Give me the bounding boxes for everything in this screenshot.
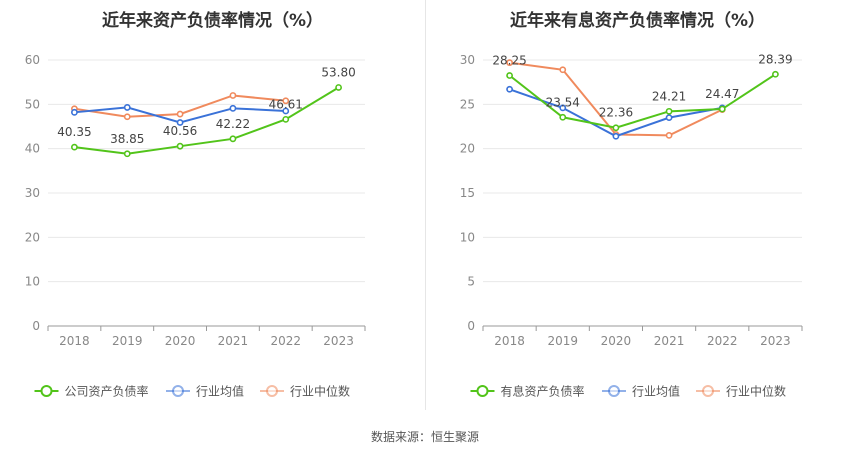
data-point: [176, 142, 184, 150]
legend-label: 行业中位数: [726, 384, 786, 399]
legend-label: 行业均值: [196, 384, 244, 399]
y-tick-label: 30: [460, 53, 475, 67]
data-label: 28.39: [758, 52, 792, 66]
data-point: [612, 132, 620, 140]
data-point: [71, 143, 78, 151]
y-tick-label: 20: [460, 142, 475, 156]
chart-title: 近年来有息资产负债率情况（%）: [509, 11, 766, 31]
data-point: [229, 104, 237, 112]
y-tick-label: 60: [25, 53, 40, 67]
data-point: [718, 105, 726, 113]
data-point: [665, 107, 673, 115]
legend-marker: [266, 385, 278, 397]
y-tick-label: 0: [467, 319, 475, 333]
y-tick-label: 20: [25, 230, 40, 244]
data-point: [71, 108, 78, 116]
data-point: [772, 70, 779, 78]
data-label: 28.25: [492, 54, 526, 68]
y-tick-label: 10: [25, 275, 40, 289]
data-label: 23.54: [546, 95, 580, 109]
data-point: [559, 104, 567, 112]
data-point: [282, 107, 290, 115]
data-label: 40.56: [163, 124, 197, 138]
data-point: [123, 104, 131, 111]
data-point: [176, 119, 184, 126]
data-point: [123, 113, 131, 121]
y-tick-label: 0: [32, 319, 40, 333]
data-point: [665, 131, 673, 139]
x-tick-label: 2018: [494, 334, 525, 348]
y-tick-label: 10: [460, 230, 475, 244]
data-label: 24.21: [652, 89, 686, 103]
data-point: [559, 113, 567, 121]
y-tick-label: 50: [25, 97, 40, 111]
x-tick-label: 2023: [760, 334, 791, 348]
y-tick-label: 30: [25, 186, 40, 200]
chart-title: 近年来资产负债率情况（%）: [101, 11, 324, 31]
data-point: [282, 97, 290, 105]
x-tick-label: 2019: [547, 334, 578, 348]
data-point: [612, 124, 620, 132]
x-tick-label: 2022: [707, 334, 738, 348]
x-tick-label: 2023: [323, 334, 354, 348]
legend-marker: [476, 385, 489, 397]
legend-marker: [702, 385, 714, 397]
legend-label: 有息资产负债率: [501, 384, 585, 399]
data-label: 38.85: [110, 132, 144, 146]
series-line: [74, 86, 340, 155]
x-tick-label: 2020: [601, 334, 632, 348]
x-tick-label: 2019: [112, 334, 143, 348]
data-label: 22.36: [599, 106, 633, 120]
data-label: 40.35: [57, 125, 91, 139]
data-point: [506, 72, 513, 79]
data-point: [506, 85, 513, 93]
data-point: [559, 66, 567, 74]
data-label: 53.80: [321, 65, 355, 79]
x-tick-label: 2018: [59, 334, 90, 348]
chart-interest-bearing-debt-ratio: 0 5 10 15 20 25 30 2018 2019 2020 2021 2022 2023 28.2…: [460, 52, 803, 399]
legend-marker: [608, 385, 620, 397]
data-point: [506, 59, 513, 67]
data-source-note: 数据来源：恒生聚源: [370, 430, 479, 444]
series-line: [508, 73, 776, 129]
data-point: [176, 110, 184, 118]
x-tick-label: 2021: [218, 334, 249, 348]
chart-panel-debt-ratio: 近年来资产负债率情况（%） 0 10 20 30 40 50 60 2018 2019 2020 2…: [0, 0, 425, 420]
data-label: 46.61: [269, 97, 303, 111]
legend-label: 行业均值: [632, 384, 680, 399]
x-tick-label: 2022: [270, 334, 301, 348]
data-label: 42.22: [216, 117, 250, 131]
data-point: [123, 150, 131, 158]
data-point: [282, 115, 290, 123]
x-tick-label: 2021: [654, 334, 685, 348]
panel-divider: [425, 0, 426, 410]
y-tick-label: 15: [460, 186, 475, 200]
legend-marker: [172, 385, 184, 397]
chart-debt-ratio: 0 10 20 30 40 50 60 2018 2019 2020 2021 2022 2023 40.…: [25, 53, 366, 399]
x-tick-label: 2020: [165, 334, 196, 348]
legend-label: 行业中位数: [290, 384, 350, 399]
chart-panel-interest-bearing-debt-ratio: 近年来有息资产负债率情况（%） 0 5 10 15 20 25 30 2018 2019 2020…: [425, 0, 850, 420]
data-point: [335, 84, 342, 91]
legend-marker: [40, 385, 53, 397]
legend-label: 公司资产负债率: [65, 384, 149, 399]
data-point: [229, 135, 237, 143]
y-tick-label: 40: [25, 142, 40, 156]
data-point: [229, 92, 237, 99]
data-label: 24.47: [705, 87, 739, 101]
y-tick-label: 5: [467, 275, 475, 289]
data-point: [665, 114, 673, 122]
y-tick-label: 25: [460, 97, 475, 111]
